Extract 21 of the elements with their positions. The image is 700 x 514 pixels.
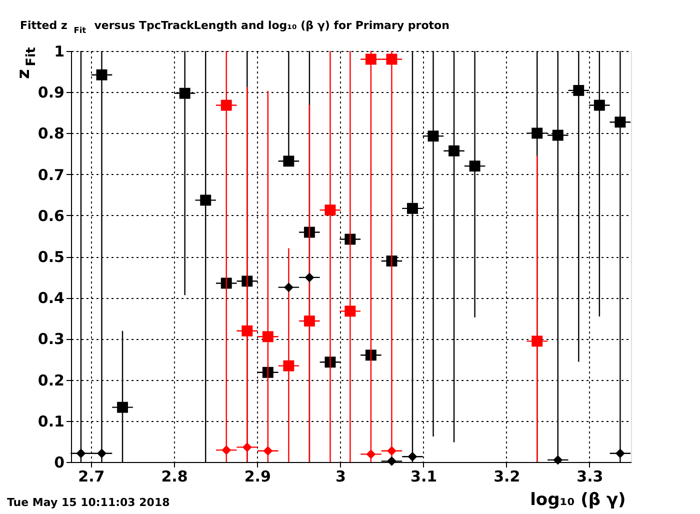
text: Tue May 15 10:11:03 2018 xyxy=(7,496,170,509)
x-tick-label: 3.3 xyxy=(576,468,604,486)
y-tick-label: 0.7 xyxy=(38,166,64,184)
y-tick-label: 0.8 xyxy=(38,124,64,143)
y-axis-title: zFit xyxy=(14,47,39,79)
x-tick-label: 2.7 xyxy=(78,468,105,486)
x-tick-label: 2.9 xyxy=(244,468,271,486)
x-tick-label: 2.8 xyxy=(161,468,188,486)
y-tick-label: 0.4 xyxy=(38,289,64,308)
x-axis-title: log₁₀ (β γ) xyxy=(530,490,626,510)
x-tick-label: 3.1 xyxy=(410,468,438,486)
x-tick-label: 3.2 xyxy=(494,468,520,486)
y-tick-label: 0.9 xyxy=(38,84,64,102)
y-tick-label: 0.3 xyxy=(38,330,64,348)
y-tick-label: 0 xyxy=(54,454,64,472)
y-tick-label: 1 xyxy=(54,42,64,60)
y-tick-label: 0.6 xyxy=(38,206,64,225)
y-tick-label: 0.1 xyxy=(38,412,64,430)
y-tick-label: 0.5 xyxy=(38,248,64,266)
x-tick-label: 3 xyxy=(335,468,346,486)
y-tick-label: 0.2 xyxy=(38,371,64,390)
